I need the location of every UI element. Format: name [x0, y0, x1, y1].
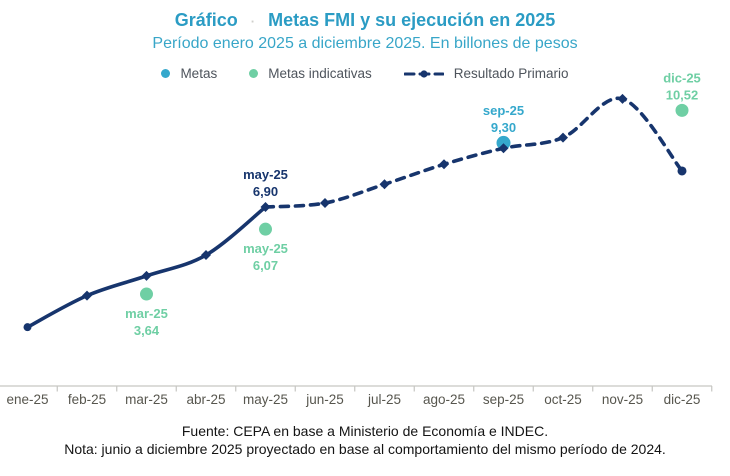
x-axis-label: abr-25 — [186, 392, 225, 407]
x-axis-label: oct-25 — [544, 392, 582, 407]
title-row: Gráfico · Metas FMI y su ejecución en 20… — [0, 10, 730, 31]
data-label-mar-25: 3,64 — [134, 323, 160, 338]
chart-legend: Metas Metas indicativas Resultado Primar… — [0, 66, 730, 81]
metas-dot-icon — [161, 69, 171, 78]
line-marker — [260, 202, 271, 212]
title-separator: · — [250, 14, 256, 29]
chart-subtitle: Período enero 2025 a diciembre 2025. En … — [152, 35, 578, 52]
meta-point-dic-25 — [675, 103, 689, 117]
legend-label-metas-indicativas: Metas indicativas — [268, 66, 372, 81]
x-axis-label: jun-25 — [305, 392, 344, 407]
chart-footer: Fuente: CEPA en base a Ministerio de Eco… — [0, 423, 730, 458]
data-label-may-25: may-25 — [243, 241, 288, 256]
line-chart: ene-25 feb-25 mar-25 abr-25 may-25 jun-25 jul-… — [0, 70, 713, 407]
x-axis-label: ene-25 — [6, 392, 48, 407]
data-label-sep-25: sep-25 — [483, 103, 524, 118]
legend-item-metas-indicativas: Metas indicativas — [249, 66, 372, 81]
data-label-sep-25: 9,30 — [491, 120, 516, 135]
projection-note: Nota: junio a diciembre 2025 proyectado … — [64, 440, 666, 457]
data-label-may-25: 6,90 — [253, 184, 278, 199]
data-label-dic-25: 10,52 — [666, 87, 699, 102]
line-marker — [320, 197, 330, 208]
x-axis-label: mar-25 — [125, 392, 168, 407]
meta-point-may-25 — [259, 222, 272, 236]
legend-label-metas: Metas — [180, 66, 218, 81]
figure-label: Gráfico — [174, 10, 238, 30]
data-label-may-25: 6,07 — [253, 258, 278, 273]
x-axis-label: jul-25 — [367, 392, 401, 407]
x-axis-label: nov-25 — [602, 392, 643, 407]
data-label-dic-25: dic-25 — [663, 70, 701, 85]
line-marker — [141, 270, 152, 281]
x-axis-label: ago-25 — [423, 392, 465, 407]
chart-header: Gráfico · Metas FMI y su ejecución en 20… — [0, 10, 730, 53]
chart-title: Metas FMI y su ejecución en 2025 — [268, 10, 556, 30]
source-note: Fuente: CEPA en base a Ministerio de Eco… — [181, 423, 549, 439]
legend-item-metas: Metas — [161, 66, 217, 81]
meta-point-sep-25 — [496, 135, 511, 150]
line-marker — [617, 93, 628, 104]
line-marker — [558, 132, 568, 143]
line-marker — [23, 323, 32, 332]
data-label-mar-25: mar-25 — [125, 306, 168, 321]
line-marker — [201, 250, 211, 261]
line-marker — [82, 290, 92, 301]
x-axis-label: sep-25 — [483, 392, 524, 407]
dashed-line-icon — [403, 69, 444, 78]
line-marker — [379, 179, 390, 190]
line-marker — [677, 166, 687, 176]
legend-item-resultado-primario: Resultado Primario — [403, 66, 569, 81]
line-dashed-segment — [263, 96, 684, 209]
x-axis-label: may-25 — [243, 392, 288, 407]
meta-point-mar-25 — [140, 287, 153, 301]
legend-label-resultado-primario: Resultado Primario — [453, 66, 569, 81]
metas-indicativas-dot-icon — [249, 69, 259, 78]
line-marker — [439, 159, 449, 170]
data-label-may-25: may-25 — [243, 167, 288, 182]
x-axis-label: dic-25 — [664, 392, 701, 407]
x-axis-label: feb-25 — [68, 392, 106, 407]
line-marker — [498, 143, 509, 154]
